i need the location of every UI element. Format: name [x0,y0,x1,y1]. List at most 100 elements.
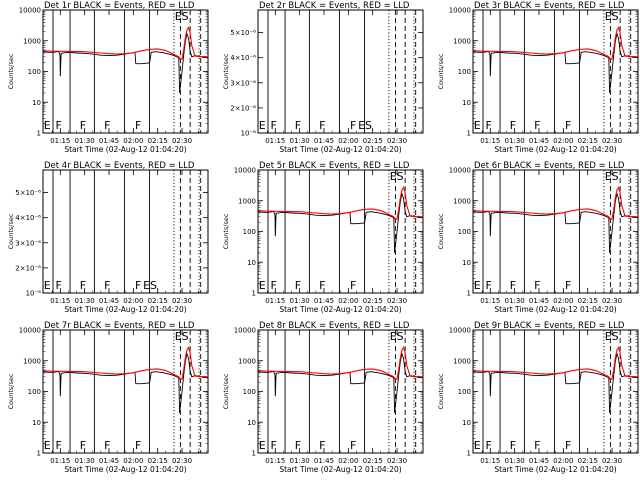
flag-label: F [565,279,571,292]
flag-label: F [295,279,301,292]
y-tick-label: 10 [32,419,41,427]
detector-panel-7: Det 7r BLACK = Events, RED = LLD 1 10 100 10… [7,321,209,474]
events-series-line [473,351,639,414]
y-tick-label: 10 [247,419,256,427]
flag-label: F [80,279,86,292]
y-tick-label: 100 [458,68,471,76]
x-axis-title: Start Time (02-Aug-12 01:04:20) [64,465,186,474]
y-tick-label: 1000 [453,197,471,205]
panel-title: Det 8r BLACK = Events, RED = LLD [259,321,410,331]
flag-label: E [259,439,266,452]
y-tick-label: 1000 [238,197,256,205]
y-tick-label: 10 [247,259,256,267]
detector-panel-2: Det 2r BLACK = Events, RED = LLD 10⁻⁶ 2×10… [222,1,424,154]
y-axis-title: Counts/sec [437,53,445,89]
flag-label: F [534,439,540,452]
flag-label: F [135,119,141,132]
plot-frame [472,9,639,134]
flag-label: F [510,439,516,452]
y-tick-label: 10 [462,419,471,427]
x-tick-label: 02:00 [123,297,143,305]
flag-label: F [80,119,86,132]
flag-label: E [44,279,51,292]
plot-frame [42,9,209,134]
y-tick-label: 1000 [453,37,471,45]
x-tick-label: 01:45 [529,457,549,465]
flag-label: F [565,439,571,452]
flag-label: F [534,279,540,292]
y-tick-label: 10000 [234,167,256,175]
y-tick-label: 1 [467,290,471,298]
x-tick-label: 02:00 [553,297,573,305]
y-tick-label: 1 [37,130,41,138]
x-tick-label: 01:15 [50,297,70,305]
lld-series-line [43,26,209,61]
plot-frame [257,169,424,294]
plot-frame [472,169,639,294]
y-tick-label: 100 [28,388,41,396]
panel-title: Det 7r BLACK = Events, RED = LLD [44,321,195,331]
flag-label: ES [605,10,619,23]
y-tick-label: 1000 [453,357,471,365]
flag-label: ES [143,279,157,292]
plot-frame [257,329,424,454]
x-tick-label: 01:45 [314,457,334,465]
plot-frame [472,329,639,454]
lld-series-line [473,26,639,61]
x-tick-label: 02:15 [148,137,168,145]
events-series-line [43,351,209,414]
y-tick-label: 4×10⁻⁶ [15,214,41,222]
y-tick-label: 5×10⁻⁶ [230,29,256,37]
x-tick-label: 01:30 [290,457,310,465]
y-tick-label: 100 [28,68,41,76]
x-tick-label: 02:30 [602,137,622,145]
x-tick-label: 02:00 [553,457,573,465]
plot-frame [257,9,424,134]
y-tick-label: 2×10⁻⁶ [15,264,41,272]
x-tick-label: 01:45 [99,137,119,145]
detector-panel-8: Det 8r BLACK = Events, RED = LLD 1 10 100 10… [222,321,424,474]
x-axis-title: Start Time (02-Aug-12 01:04:20) [494,145,616,154]
x-tick-label: 02:15 [363,457,383,465]
flag-label: F [485,439,491,452]
flag-label: E [474,439,481,452]
y-tick-label: 1 [467,450,471,458]
detector-panel-5: Det 5r BLACK = Events, RED = LLD 1 10 100 10… [222,161,424,314]
flag-label: F [534,119,540,132]
events-series-line [258,351,424,414]
y-tick-label: 10000 [19,327,41,335]
x-tick-label: 01:15 [480,297,500,305]
flag-label: F [55,119,61,132]
x-tick-label: 02:15 [578,457,598,465]
x-tick-label: 01:15 [265,137,285,145]
plot-frame [42,169,209,294]
x-axis-title: Start Time (02-Aug-12 01:04:20) [64,305,186,314]
x-axis-title: Start Time (02-Aug-12 01:04:20) [64,145,186,154]
lld-series-line [258,186,424,221]
flag-label: F [565,119,571,132]
y-tick-label: 10000 [449,167,471,175]
y-tick-label: 100 [458,388,471,396]
y-tick-label: 1 [252,290,256,298]
x-tick-label: 01:30 [75,137,95,145]
x-tick-label: 02:00 [123,457,143,465]
events-series-line [473,191,639,254]
lld-series-line [473,186,639,221]
y-axis-title: Counts/sec [7,213,15,249]
lld-series-line [258,346,424,381]
flag-label: F [80,439,86,452]
x-tick-label: 01:30 [75,457,95,465]
x-tick-label: 02:15 [363,137,383,145]
panel-title: Det 9r BLACK = Events, RED = LLD [474,321,625,331]
flag-label: E [44,439,51,452]
events-series-line [43,31,209,94]
flag-label: ES [390,170,404,183]
flag-label: F [55,439,61,452]
flag-label: F [270,279,276,292]
panel-title: Det 4r BLACK = Events, RED = LLD [44,161,195,171]
y-tick-label: 10000 [449,327,471,335]
y-tick-label: 1000 [238,357,256,365]
flag-label: F [104,279,110,292]
x-tick-label: 01:45 [99,457,119,465]
events-series-line [473,31,639,94]
